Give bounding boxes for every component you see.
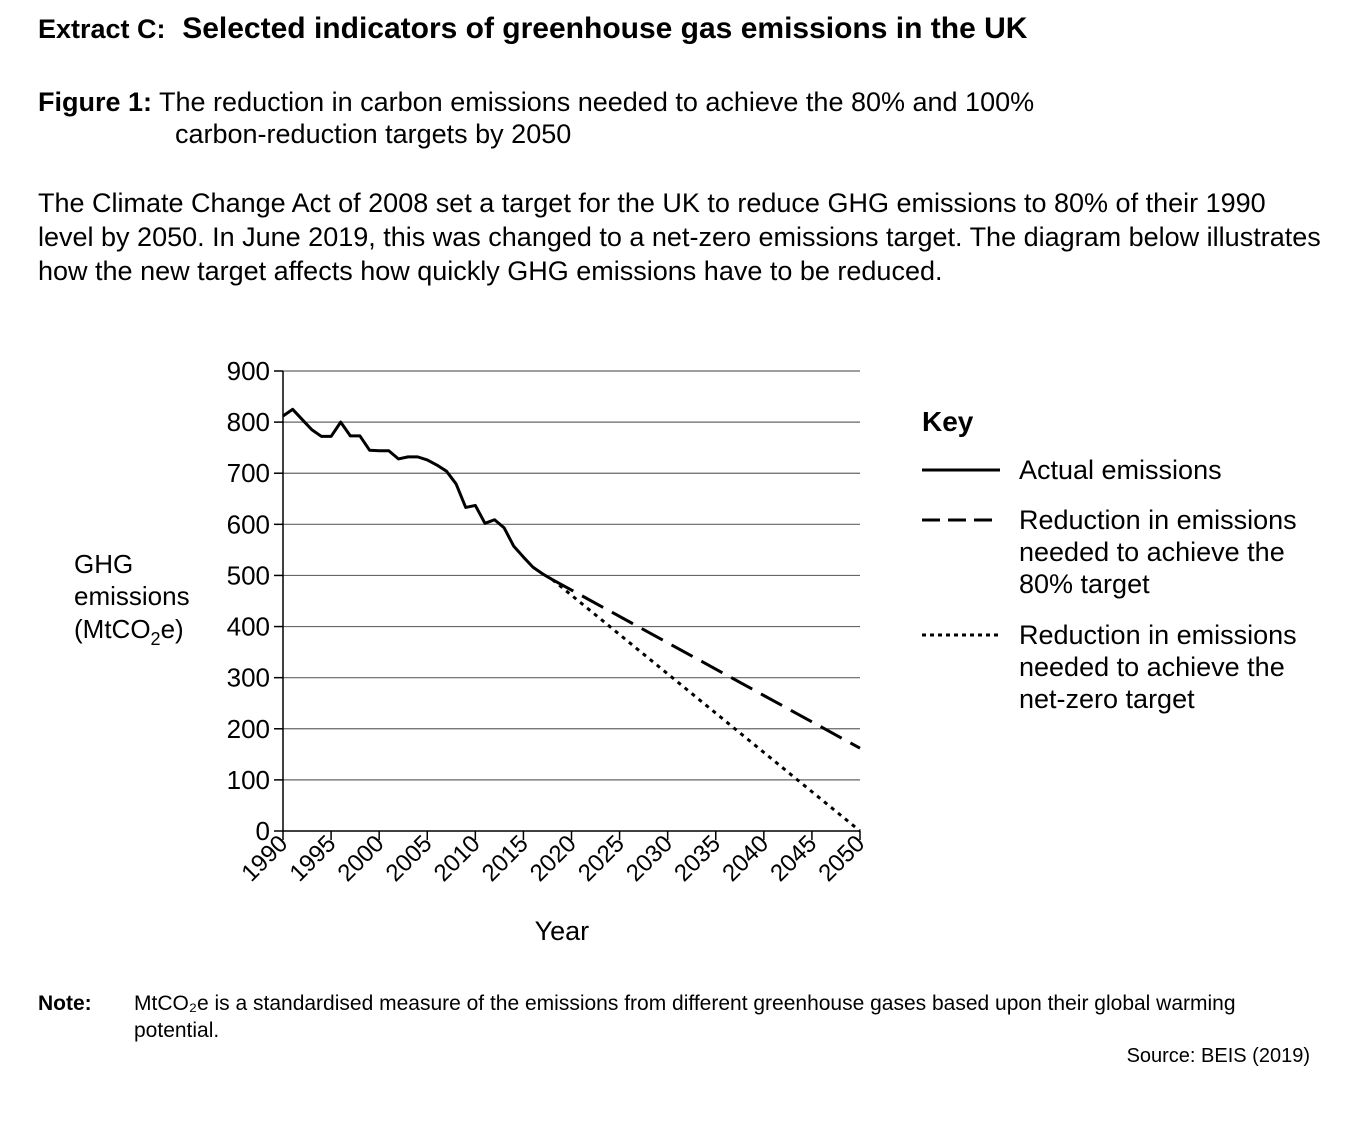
figure-label: Figure 1: — [38, 87, 153, 117]
legend-label-dotted: net-zero target — [1019, 684, 1195, 714]
y-axis-label-line2: emissions — [74, 581, 190, 611]
source-credit: Source: BEIS (2019) — [1126, 1045, 1310, 1067]
series-dashed-line — [551, 578, 861, 750]
key-title: Key — [922, 406, 974, 437]
y-axis-label-line3: (MtCO2e) — [74, 614, 184, 649]
series-dotted-line — [551, 578, 861, 833]
y-tick-label: 600 — [227, 509, 270, 539]
y-tick-label: 200 — [227, 714, 270, 744]
x-tick-label: 2045 — [765, 830, 822, 887]
figure-caption: Figure 1: The reduction in carbon emissi… — [38, 86, 1034, 150]
x-tick-label: 2030 — [621, 830, 678, 887]
x-tick-label: 2020 — [525, 830, 582, 887]
x-tick-label: 2035 — [669, 830, 726, 887]
x-tick-label: 2015 — [477, 830, 534, 887]
legend-label-dashed: 80% target — [1019, 569, 1150, 599]
extract-title: Selected indicators of greenhouse gas em… — [182, 12, 1028, 45]
x-tick-label: 2000 — [333, 830, 390, 887]
x-tick-label: 2010 — [429, 830, 486, 887]
y-tick-label: 900 — [227, 356, 270, 386]
y-tick-label: 800 — [227, 407, 270, 437]
figure-caption-line2: carbon-reduction targets by 2050 — [175, 119, 572, 149]
x-tick-label: 2005 — [381, 830, 438, 887]
legend-label-dotted: Reduction in emissions — [1019, 620, 1297, 650]
x-tick-label: 1995 — [284, 830, 341, 887]
x-tick-label: 2050 — [813, 830, 870, 887]
legend-label-dotted: needed to achieve the — [1019, 652, 1285, 682]
x-tick-label: 2040 — [717, 830, 774, 887]
y-tick-label: 500 — [227, 560, 270, 590]
extract-heading: Extract C: Selected indicators of greenh… — [38, 12, 1027, 46]
legend-label-dashed: needed to achieve the — [1019, 537, 1285, 567]
figure-caption-line1: The reduction in carbon emissions needed… — [159, 87, 1035, 117]
intro-paragraph: The Climate Change Act of 2008 set a tar… — [38, 188, 1321, 286]
emissions-line-chart: 0 100 200 300 400 500 600 700 800 900 199019952000… — [74, 356, 1297, 946]
y-tick-label: 100 — [227, 765, 270, 795]
legend-label-dashed: Reduction in emissions — [1019, 505, 1297, 535]
note: Note: MtCO₂e is a standardised measure o… — [38, 990, 1304, 1044]
y-tick-label: 0 — [256, 816, 270, 846]
x-tick-label: 1990 — [236, 830, 293, 887]
y-tick-label: 300 — [227, 663, 270, 693]
y-tick-label: 700 — [227, 458, 270, 488]
y-tick-label: 400 — [227, 612, 270, 642]
extract-label: Extract C: — [38, 14, 166, 44]
x-tick-label: 2025 — [573, 830, 630, 887]
y-axis-label-line1: GHG — [74, 549, 133, 579]
series-solid-line — [282, 407, 554, 581]
note-label: Note: — [38, 992, 92, 1015]
note-text: MtCO₂e is a standardised measure of the … — [134, 992, 1236, 1042]
legend-label-solid: Actual emissions — [1019, 455, 1222, 485]
x-axis-label: Year — [535, 916, 590, 946]
